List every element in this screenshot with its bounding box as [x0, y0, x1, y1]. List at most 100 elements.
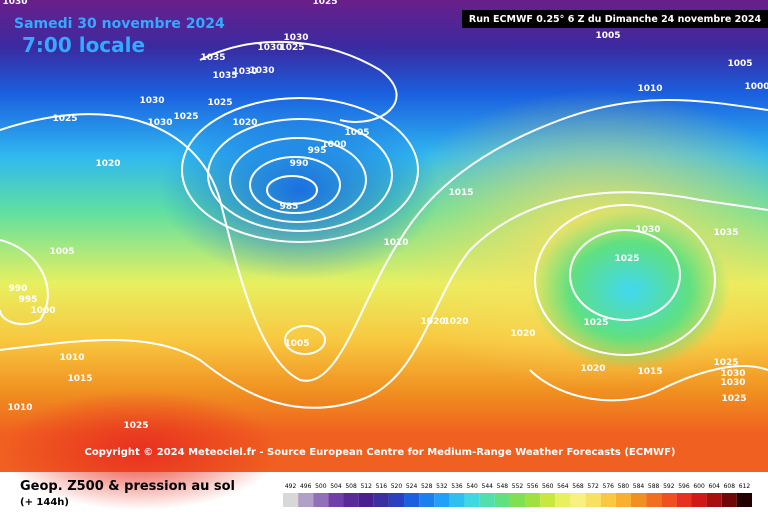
scale-label: 544 — [482, 483, 494, 490]
scale-swatch — [509, 493, 526, 507]
scale-swatch — [585, 493, 601, 507]
scale-label: 520 — [391, 483, 403, 490]
scale-swatch — [404, 493, 420, 507]
scale-swatch — [676, 493, 692, 507]
scale-label: 580 — [618, 483, 630, 490]
isobar-label: 1020 — [443, 317, 468, 327]
isobar-label: 1035 — [212, 71, 237, 81]
scale-label: 516 — [376, 483, 388, 490]
isobar-label: 1025 — [52, 114, 77, 124]
isobar-label: 985 — [280, 202, 299, 212]
scale-swatch — [298, 493, 314, 507]
scale-label: 504 — [330, 483, 342, 490]
scale-swatch — [494, 493, 510, 507]
scale-swatch — [691, 493, 707, 507]
scale-swatch — [283, 493, 299, 507]
scale-label: 512 — [360, 483, 372, 490]
isobar-label: 1030 — [257, 43, 282, 53]
scale-swatch — [525, 493, 541, 507]
scale-label: 560 — [542, 483, 554, 490]
isobar-label: 1005 — [595, 31, 620, 41]
scale-swatch — [630, 493, 647, 507]
scale-swatch — [646, 493, 662, 507]
isobar-label: 1020 — [420, 317, 445, 327]
isobar-label: 1030 — [635, 225, 660, 235]
scale-label: 540 — [466, 483, 478, 490]
isobar-label: 1005 — [49, 247, 74, 257]
isobar-label: 1000 — [321, 140, 346, 150]
scale-swatch — [736, 493, 752, 507]
isobar-label: 1010 — [637, 84, 662, 94]
isobar-label: 1000 — [744, 82, 768, 92]
scale-swatch — [328, 493, 344, 507]
cold-area — [530, 210, 730, 370]
isobar-label: 1035 — [713, 228, 738, 238]
scale-swatch — [343, 493, 359, 507]
isobar-label: 1030 — [720, 378, 745, 388]
isobar-label: 1010 — [7, 403, 32, 413]
scale-label: 552 — [512, 483, 524, 490]
isobar-label: 1025 — [583, 318, 608, 328]
isobar-label: 1030 — [249, 66, 274, 76]
isobar-label: 1030 — [2, 0, 27, 7]
color-scale: 492 496 500 504 508 512 516 520 524 528 532 536 540 5… — [283, 483, 752, 507]
isobar-label: 1025 — [721, 394, 746, 404]
scale-label: 548 — [497, 483, 509, 490]
scale-label: 592 — [663, 483, 675, 490]
scale-swatch — [358, 493, 374, 507]
isobar-label: 995 — [19, 295, 38, 305]
isobar-label: 1020 — [232, 118, 257, 128]
scale-label: 536 — [451, 483, 463, 490]
scale-label: 584 — [633, 483, 645, 490]
isobar-label: 1010 — [383, 238, 408, 248]
scale-swatch — [706, 493, 722, 507]
scale-swatch — [419, 493, 435, 507]
isobar-label: 1025 — [279, 43, 304, 53]
run-info: Run ECMWF 0.25° 6 Z du Dimanche 24 novem… — [469, 14, 762, 25]
scale-swatch — [555, 493, 571, 507]
scale-swatch — [479, 493, 495, 507]
isobar-label: 1025 — [713, 358, 738, 368]
isobar-label: 1005 — [284, 339, 309, 349]
scale-swatch — [313, 493, 329, 507]
run-box — [462, 10, 768, 28]
scale-label: 528 — [421, 483, 433, 490]
scale-label: 612 — [739, 483, 751, 490]
lead-time: (+ 144h) — [20, 497, 69, 508]
low-area — [160, 100, 440, 280]
isobar-label: 990 — [9, 284, 28, 294]
date: Samedi 30 novembre 2024 — [14, 16, 225, 32]
scale-swatch — [540, 493, 556, 507]
isobar-label: 1020 — [95, 159, 120, 169]
isobar-label: 1025 — [173, 112, 198, 122]
isobar-label: 1030 — [232, 67, 257, 77]
copyright: Copyright © 2024 Meteociel.fr - Source E… — [85, 447, 676, 458]
isobar-label: 995 — [308, 146, 327, 156]
scale-swatch — [464, 493, 480, 507]
scale-swatch — [615, 493, 631, 507]
isobar-label: 1005 — [727, 59, 752, 69]
scale-label: 524 — [406, 483, 418, 490]
scale-label: 532 — [436, 483, 448, 490]
isobar-label: 1025 — [312, 0, 337, 7]
isobar-label: 1020 — [510, 329, 535, 339]
scale-swatch — [434, 493, 450, 507]
isobar-label: 1010 — [59, 353, 84, 363]
isobar-label: 1015 — [448, 188, 473, 198]
scale-label: 492 — [285, 483, 297, 490]
isobar-label: 1020 — [580, 364, 605, 374]
isobar-label: 1015 — [637, 367, 662, 377]
scale-label: 508 — [345, 483, 357, 490]
scale-swatch — [570, 493, 586, 507]
scale-swatch — [449, 493, 465, 507]
scale-label: 500 — [315, 483, 327, 490]
scale-label: 576 — [603, 483, 615, 490]
scale-label: 608 — [724, 483, 736, 490]
isobar-label: 1030 — [147, 118, 172, 128]
scale-label: 568 — [572, 483, 584, 490]
scale-label: 588 — [648, 483, 660, 490]
scale-swatch — [721, 493, 737, 507]
isobar-label: 1025 — [614, 254, 639, 264]
